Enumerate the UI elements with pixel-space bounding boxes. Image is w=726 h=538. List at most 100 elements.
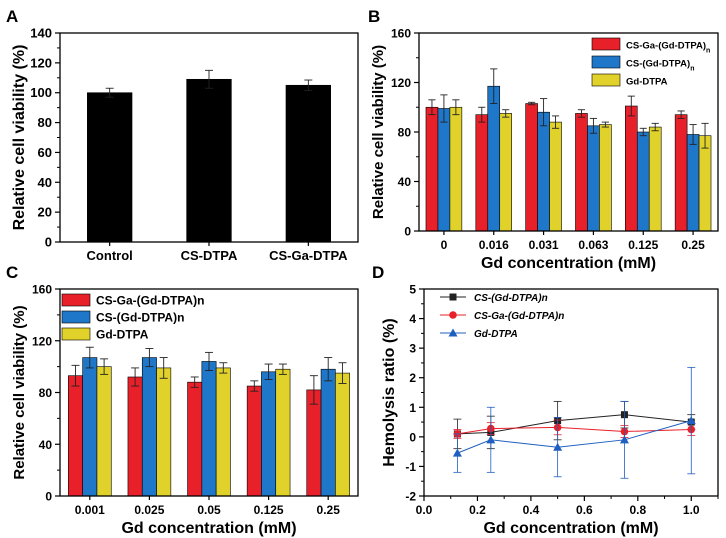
y-tick-label: 2 (409, 371, 416, 385)
bar (475, 114, 489, 232)
legend-label: Gd-DTPA (96, 328, 149, 342)
legend-swatch (591, 55, 621, 69)
x-tick-label: 0.025 (134, 503, 164, 517)
x-tick-label: 0.016 (479, 238, 509, 252)
bar (575, 113, 588, 232)
x-tick-label: 0.25 (681, 238, 705, 252)
y-tick-label: 160 (32, 283, 52, 297)
y-tick-label: 4 (409, 312, 416, 326)
x-tick-label: 0 (441, 238, 448, 252)
panel-label: B (368, 7, 380, 26)
bar (201, 361, 217, 497)
bar (285, 84, 331, 243)
bar (186, 78, 232, 243)
y-tick-label: 80 (39, 386, 53, 400)
panel-A: A 0 20 40 60 80 100 120 140 Control CS-DTPA CS-Ga-D… (6, 7, 359, 263)
bar (686, 134, 700, 232)
bar (335, 372, 350, 497)
bar (698, 135, 712, 232)
bar (587, 125, 600, 232)
data-point (619, 435, 629, 444)
data-point (686, 416, 696, 425)
x-axis-label: Gd concentration (mM) (483, 520, 658, 537)
y-axis-label: Hemolysis ratio (%) (381, 318, 398, 466)
x-tick-label: 0.063 (578, 238, 608, 252)
legend-label-subscript: n (690, 65, 694, 72)
bar (68, 375, 83, 497)
bar (648, 126, 662, 232)
panel-D: D -2 -1 0 1 2 3 4 5 0.0 0.2 0.4 0.6 0.8 1.0 Hemolysis r… (372, 263, 719, 537)
legend: CS-(Gd-DTPA)n CS-Ga-(Gd-DTPA)n Gd-DTPA (440, 293, 564, 340)
y-tick-label: 160 (391, 27, 411, 41)
x-tick-label: 0.05 (197, 503, 221, 517)
y-tick-label: -2 (405, 490, 416, 504)
legend-label-text: Gd-DTPA (626, 77, 668, 88)
bar (87, 92, 133, 243)
legend-label: Gd-DTPA (474, 329, 518, 340)
bar (215, 367, 231, 497)
legend-label: CS-(Gd-DTPA)n (96, 311, 184, 325)
y-tick-label: 40 (38, 175, 52, 190)
y-tick-label: 60 (38, 145, 52, 160)
y-tick-label: 140 (30, 26, 52, 41)
y-tick-label: 80 (398, 126, 412, 140)
bar (246, 385, 262, 497)
legend-swatch (591, 73, 621, 87)
y-axis-label: Relative cell viability (%) (370, 45, 387, 219)
legend-label-text: CS-Ga-(Gd-DTPA)n (96, 294, 204, 308)
x-tick-label: 0.001 (75, 503, 105, 517)
x-tick-label: 0.125 (254, 503, 284, 517)
bar (437, 108, 451, 232)
y-tick-label: 100 (30, 85, 52, 100)
y-tick-label: 120 (30, 55, 52, 70)
legend: CS-Ga-(Gd-DTPA)nCS-(Gd-DTPA)nGd-DTPA (591, 37, 710, 88)
bar (549, 121, 562, 232)
bar (156, 367, 172, 497)
panel-C: C 0 40 80 120 160 0.001 0.025 0.05 0.125 0.25 Relat… (6, 263, 359, 537)
bar (141, 357, 157, 497)
panel-label: D (372, 263, 384, 282)
y-tick-label: 120 (32, 334, 52, 348)
x-tick-label: 0.031 (529, 238, 559, 252)
x-tick-label: CS-Ga-DTPA (269, 248, 348, 263)
bar (599, 124, 612, 232)
y-tick-label: 0 (45, 235, 52, 250)
bar (425, 106, 439, 232)
legend-swatch (591, 37, 621, 51)
x-axis-label: Gd concentration (mM) (121, 520, 296, 537)
bar (82, 357, 98, 497)
x-tick-label: 0.25 (317, 503, 341, 517)
x-tick-label: CS-DTPA (181, 248, 238, 263)
x-tick-label: 0.4 (523, 503, 540, 517)
legend-label-text: CS-(Gd-DTPA) (626, 59, 690, 70)
y-tick-label: 0 (409, 430, 416, 444)
legend-label: CS-(Gd-DTPA)n (626, 59, 694, 73)
x-tick-label: Control (87, 248, 133, 263)
bar (127, 376, 143, 497)
data-point (486, 435, 496, 444)
y-tick-label: 1 (409, 401, 416, 415)
x-tick-label: 0.2 (469, 503, 486, 517)
y-axis-label: Relative cell viability (%) (11, 305, 28, 479)
legend-label-text: Gd-DTPA (96, 328, 149, 342)
panel-label: C (6, 263, 18, 282)
bar (537, 111, 550, 232)
y-tick-label: 5 (409, 283, 416, 297)
bar (96, 366, 112, 497)
legend-label: CS-Ga-(Gd-DTPA)n (96, 294, 204, 308)
legend-label-subscript: n (706, 47, 710, 54)
legend-marker (449, 293, 457, 301)
data-point (452, 448, 462, 457)
legend-swatch (61, 293, 91, 307)
legend-label: CS-Ga-(Gd-DTPA)n (474, 311, 564, 322)
data-point (553, 442, 563, 451)
legend-label: CS-(Gd-DTPA)n (474, 293, 548, 304)
bar (275, 368, 291, 497)
bar (625, 105, 638, 232)
y-tick-label: 0 (404, 225, 411, 239)
y-tick-label: 0 (45, 490, 52, 504)
plot-frame (423, 288, 719, 497)
x-tick-label: 1.0 (683, 503, 700, 517)
bar (674, 114, 688, 232)
